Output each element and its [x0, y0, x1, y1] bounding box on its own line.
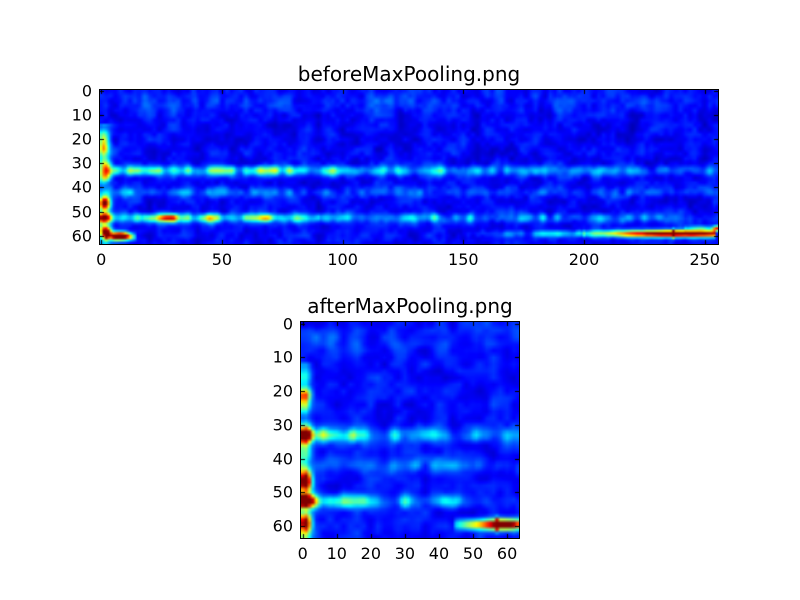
- y-tick-label: 30: [71, 153, 92, 173]
- y-tick-label: 50: [272, 482, 293, 502]
- x-tick-label: 0: [297, 544, 308, 563]
- y-tick-label: 40: [71, 177, 92, 197]
- y-tick-label: 50: [71, 202, 92, 222]
- x-tick-label: 50: [462, 544, 484, 563]
- x-tick-label: 0: [96, 250, 107, 269]
- y-tick-label: 10: [71, 105, 92, 125]
- y-tick-label: 60: [272, 516, 293, 536]
- x-tick-label: 10: [326, 544, 347, 563]
- x-tick-label: 150: [448, 250, 479, 269]
- y-tick-label: 0: [282, 314, 293, 334]
- x-tick-label: 60: [496, 544, 518, 563]
- y-tick-label: 20: [71, 129, 92, 149]
- x-tick-label: 20: [360, 544, 382, 563]
- x-tick-label: 40: [428, 544, 450, 563]
- y-tick-label: 40: [272, 449, 293, 469]
- y-tick-label: 0: [81, 81, 92, 101]
- x-tick-label: 100: [327, 250, 358, 269]
- y-tick-label: 20: [272, 381, 293, 401]
- x-tick-label: 50: [211, 250, 233, 269]
- x-tick-label: 200: [568, 250, 600, 269]
- y-tick-label: 10: [272, 347, 293, 367]
- heatmap-before-max-pooling: [99, 89, 719, 245]
- y-tick-label: 30: [272, 415, 293, 435]
- plot-title-after-max-pooling: afterMaxPooling.png: [307, 294, 513, 318]
- heatmap-after-max-pooling: [300, 321, 520, 539]
- plot-title-before-max-pooling: beforeMaxPooling.png: [297, 62, 521, 86]
- x-tick-label: 250: [689, 250, 720, 269]
- y-tick-label: 60: [71, 226, 92, 246]
- x-tick-label: 30: [394, 544, 416, 563]
